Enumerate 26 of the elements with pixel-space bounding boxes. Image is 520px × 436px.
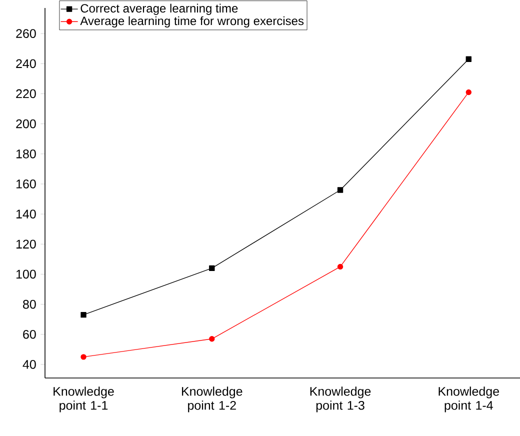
- point: [337, 264, 344, 270]
- y-tick-label: 240: [16, 59, 36, 68]
- y-tick-label: 40: [22, 360, 36, 369]
- x-tick-label: Knowledge point 1-4: [438, 386, 499, 412]
- legend-label: Correct average learning time: [80, 4, 238, 15]
- point: [80, 312, 86, 318]
- point: [337, 187, 344, 193]
- y-tick-label: 200: [16, 119, 36, 128]
- y-tick-label: 140: [16, 210, 36, 218]
- point: [80, 354, 86, 360]
- point: [466, 56, 472, 62]
- x-tick-label: Knowledge point 1-1: [54, 386, 114, 412]
- y-tick-label: 160: [16, 180, 36, 188]
- y-tick-label: 80: [23, 300, 36, 309]
- point: [209, 265, 215, 272]
- x-tick-label: Knowledge point 1-2: [182, 386, 242, 412]
- x-tick-label: Knowledge point 1-3: [310, 386, 371, 412]
- point: [466, 89, 472, 96]
- y-tick-label: 120: [16, 240, 36, 249]
- y-tick-label: 260: [16, 29, 36, 38]
- y-tick-label: 180: [16, 149, 36, 158]
- y-tick-label: 220: [16, 89, 36, 98]
- y-tick-label: 60: [23, 330, 36, 339]
- legend-label: Average learning time for wrong exercises: [80, 16, 304, 28]
- point: [209, 336, 215, 342]
- y-tick-label: 100: [16, 270, 36, 279]
